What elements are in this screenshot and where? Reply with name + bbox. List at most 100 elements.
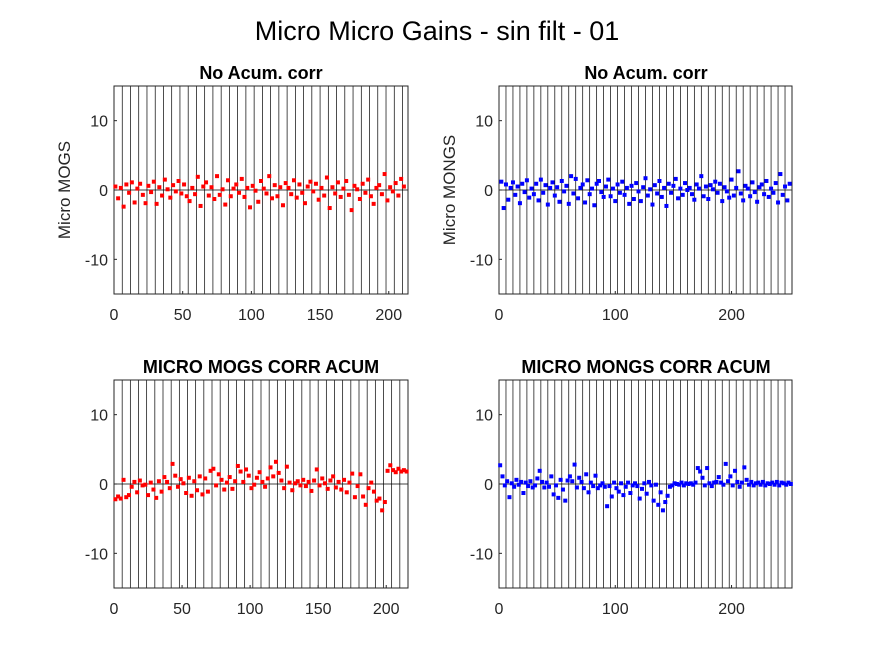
data-point xyxy=(116,196,121,201)
data-point xyxy=(762,192,767,197)
data-point xyxy=(179,191,184,196)
data-point xyxy=(674,482,679,486)
data-point xyxy=(548,185,553,190)
data-point xyxy=(500,474,505,479)
data-point xyxy=(278,185,283,190)
data-point xyxy=(653,482,658,487)
data-point xyxy=(507,495,512,500)
data-point xyxy=(613,199,618,204)
y-tick-label: 0 xyxy=(484,477,493,494)
data-point xyxy=(388,185,393,190)
data-point xyxy=(529,186,534,191)
plot-area-0: 0 50 100 150 200 -10 0 10 xyxy=(85,85,409,324)
data-point xyxy=(515,184,520,189)
data-point xyxy=(157,185,162,190)
data-point xyxy=(294,195,299,200)
y-tick-label: 10 xyxy=(475,408,493,425)
data-point xyxy=(297,182,302,187)
data-point xyxy=(275,194,280,199)
data-point xyxy=(342,477,347,482)
data-point xyxy=(594,181,599,186)
data-point xyxy=(758,482,763,487)
data-point xyxy=(643,176,648,181)
x-tick-label: 0 xyxy=(495,601,504,618)
data-point xyxy=(623,484,628,489)
data-point xyxy=(205,489,210,494)
data-point xyxy=(669,190,674,195)
data-point xyxy=(665,493,670,498)
x-tick-label: 50 xyxy=(173,601,191,618)
data-point xyxy=(200,492,205,497)
x-tick-label: 150 xyxy=(305,601,332,618)
data-point xyxy=(178,477,183,482)
data-point xyxy=(252,482,257,487)
data-point xyxy=(777,483,782,488)
data-point xyxy=(190,185,195,190)
y-tick-label: 0 xyxy=(99,183,108,200)
data-point xyxy=(396,193,401,198)
data-point xyxy=(118,185,123,190)
data-point xyxy=(634,181,639,186)
data-point xyxy=(585,178,590,183)
data-point xyxy=(608,194,613,199)
data-point xyxy=(167,486,172,491)
plot-title: MICRO MONGS CORR ACUM xyxy=(521,357,770,377)
data-point xyxy=(303,484,308,489)
data-point xyxy=(590,186,595,191)
data-point xyxy=(284,464,289,469)
data-point xyxy=(599,190,604,195)
data-point xyxy=(264,191,269,196)
data-point xyxy=(298,483,303,488)
data-point xyxy=(313,181,318,186)
data-point xyxy=(700,475,705,480)
y-tick-label: -10 xyxy=(470,546,493,563)
data-point xyxy=(673,176,678,181)
data-point xyxy=(695,466,700,471)
data-point xyxy=(646,479,651,484)
y-tick-label: 0 xyxy=(484,183,493,200)
data-point xyxy=(656,502,661,507)
data-point xyxy=(657,178,662,183)
data-point xyxy=(778,172,783,177)
data-point xyxy=(189,493,194,498)
data-point xyxy=(192,479,197,484)
data-point xyxy=(540,479,545,484)
data-point xyxy=(721,482,726,487)
data-point xyxy=(728,474,733,479)
data-point xyxy=(305,184,310,189)
data-point xyxy=(764,178,769,183)
data-point xyxy=(393,470,398,475)
data-point xyxy=(655,191,660,196)
data-point xyxy=(347,480,352,485)
data-point xyxy=(600,481,605,486)
data-point xyxy=(745,186,750,191)
data-point xyxy=(162,177,167,182)
data-point xyxy=(649,483,654,488)
data-point xyxy=(333,191,338,196)
data-point xyxy=(126,493,131,498)
data-point xyxy=(660,508,665,513)
data-point xyxy=(214,483,219,488)
data-point xyxy=(521,491,526,496)
data-point xyxy=(781,481,786,486)
data-point xyxy=(569,174,574,179)
data-point xyxy=(723,461,728,466)
data-point xyxy=(730,483,735,488)
data-point xyxy=(320,476,325,481)
data-point xyxy=(715,190,720,195)
data-point xyxy=(712,480,717,485)
data-point xyxy=(246,473,251,478)
data-point xyxy=(593,473,598,478)
data-point xyxy=(696,186,701,191)
data-point xyxy=(788,482,793,486)
data-point xyxy=(760,479,765,484)
data-point xyxy=(516,482,521,487)
data-point xyxy=(522,190,527,195)
data-point xyxy=(709,484,714,489)
data-point xyxy=(499,179,504,184)
plot-title: No Acum. corr xyxy=(199,63,322,83)
data-point xyxy=(748,194,753,199)
data-point xyxy=(385,468,390,473)
data-point xyxy=(592,203,597,208)
data-point xyxy=(399,176,404,181)
